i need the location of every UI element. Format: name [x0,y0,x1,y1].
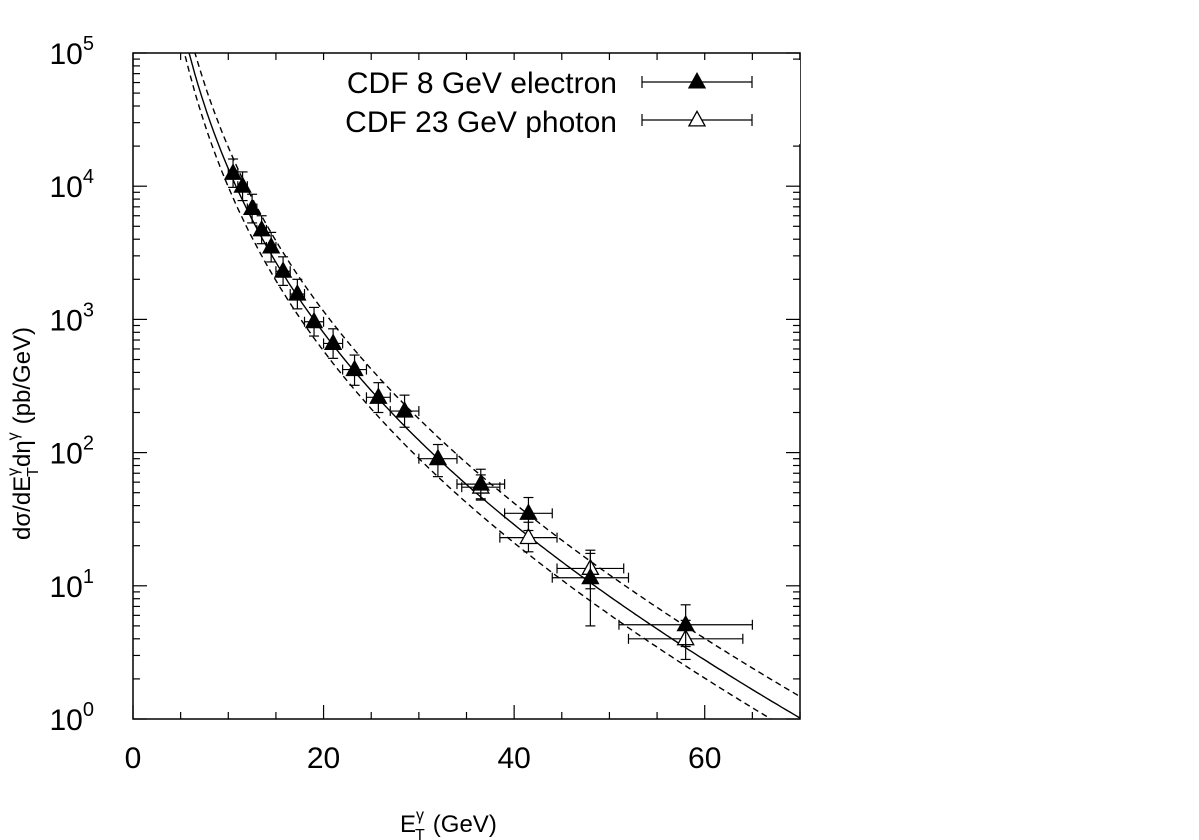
photon-data-point [519,527,538,545]
electron-data-point [581,567,600,585]
y-tick-labels: 100 101 102 103 104 105 [50,33,95,737]
legend-symbol-electron [687,71,707,89]
legend-label-photon: CDF 23 GeV photon [345,106,617,139]
x-tick-label: 40 [497,742,530,775]
electron-data-point [273,261,293,278]
electron-data-point [345,359,364,377]
y-tick-label: 100 [50,699,95,737]
electron-data-point [519,503,538,520]
electron-point-errorbars [551,552,630,627]
electron-data-point [252,219,271,237]
electron-data-point [288,284,307,301]
plot-frame [132,52,801,720]
electron-data-point [428,448,448,466]
electron-data-point [395,401,414,418]
y-axis-label: dσ/dEγ Tdηγ(pb/GeV) [5,327,42,540]
y-tick-label: 104 [50,166,95,204]
legend-label-electron: CDF 8 GeV electron [347,67,617,100]
electron-data-point [223,163,243,180]
electron-data-point [262,236,281,254]
theory-curve-upper [194,53,800,698]
legend: CDF 8 GeV electron CDF 23 GeV photon [250,60,800,144]
x-tick-label: 60 [688,742,721,775]
theory-curves [183,53,800,719]
plot-frame-group [132,52,801,720]
theory-curve-lower [183,53,773,719]
electron-data-point [323,333,343,350]
y-tick-label: 105 [50,33,95,71]
x-tick-label: 20 [307,742,340,775]
data-points [223,158,753,661]
electron-data-point [242,198,262,216]
legend-symbols [641,71,753,127]
ticks [132,52,801,720]
electron-data-point [233,176,252,193]
x-tick-labels: 0 20 40 60 [125,742,722,775]
electron-data-point [471,474,490,491]
electron-data-point [304,311,324,329]
electron-data-point [676,614,695,632]
x-tick-label: 0 [125,742,142,775]
y-tick-label: 101 [50,566,95,604]
x-axis-label: Eγ T (GeV) [400,807,497,840]
theory-curve-central [188,53,800,719]
y-tick-label: 102 [50,433,95,471]
electron-data-point [369,387,388,404]
y-tick-label: 103 [50,299,95,337]
legend-symbol-photon [687,109,707,127]
legend-background [250,60,800,144]
